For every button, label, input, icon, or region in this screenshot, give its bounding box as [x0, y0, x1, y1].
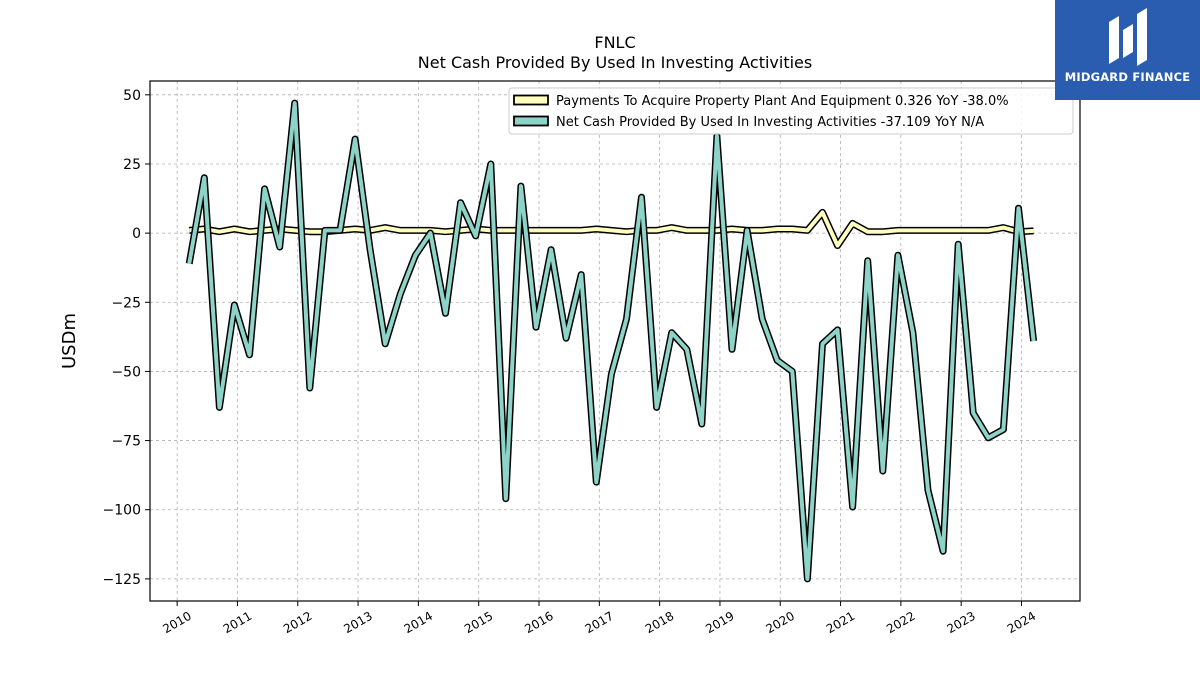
- legend: Payments To Acquire Property Plant And E…: [508, 87, 1074, 135]
- midgard-finance-logo: MIDGARD FINANCE: [1055, 0, 1200, 100]
- x-tick-label: 2019: [703, 609, 736, 636]
- grid: [150, 81, 1080, 601]
- chart-subtitle: Net Cash Provided By Used In Investing A…: [418, 53, 812, 72]
- axis-ticks: 50 25 0 −25 −50 −75 −100 −125 2010 2011 2012 2013 20…: [103, 88, 1039, 636]
- plot-frame: [149, 80, 1081, 602]
- x-tick-label: 2013: [341, 609, 374, 636]
- x-tick-label: 2014: [402, 609, 435, 636]
- x-tick-label: 2011: [221, 609, 254, 636]
- legend-swatch-0: [513, 94, 549, 106]
- y-tick-label: −75: [111, 434, 141, 450]
- y-axis-label: USDm: [59, 313, 80, 369]
- x-tick-label: 2023: [944, 609, 977, 636]
- logo-text: MIDGARD FINANCE: [1064, 70, 1191, 84]
- legend-label-0: Payments To Acquire Property Plant And E…: [556, 94, 1009, 109]
- x-tick-label: 2012: [281, 609, 314, 636]
- x-tick-label: 2020: [764, 609, 797, 636]
- y-tick-label: −50: [111, 364, 141, 380]
- legend-swatch-1: [513, 115, 549, 127]
- series-layer: [185, 99, 1038, 583]
- y-tick-label: 50: [123, 88, 141, 104]
- x-tick-label: 2015: [462, 609, 495, 636]
- legend-box: [508, 87, 1074, 135]
- x-tick-label: 2010: [160, 609, 193, 636]
- x-tick-label: 2017: [583, 609, 616, 636]
- chart-title: FNLC: [594, 33, 635, 52]
- x-tick-label: 2016: [522, 609, 555, 636]
- y-tick-label: 25: [123, 157, 141, 173]
- series-1-line: [187, 101, 1036, 581]
- y-tick-label: −100: [103, 503, 141, 519]
- logo-mark-icon: [1109, 8, 1147, 66]
- y-tick-label: 0: [132, 226, 141, 242]
- x-tick-label: 2022: [884, 609, 917, 636]
- legend-label-1: Net Cash Provided By Used In Investing A…: [556, 115, 984, 130]
- x-tick-label: 2021: [824, 609, 857, 636]
- y-tick-label: −125: [103, 572, 141, 588]
- y-tick-label: −25: [111, 295, 141, 311]
- x-tick-label: 2018: [643, 609, 676, 636]
- x-tick-label: 2024: [1005, 609, 1038, 636]
